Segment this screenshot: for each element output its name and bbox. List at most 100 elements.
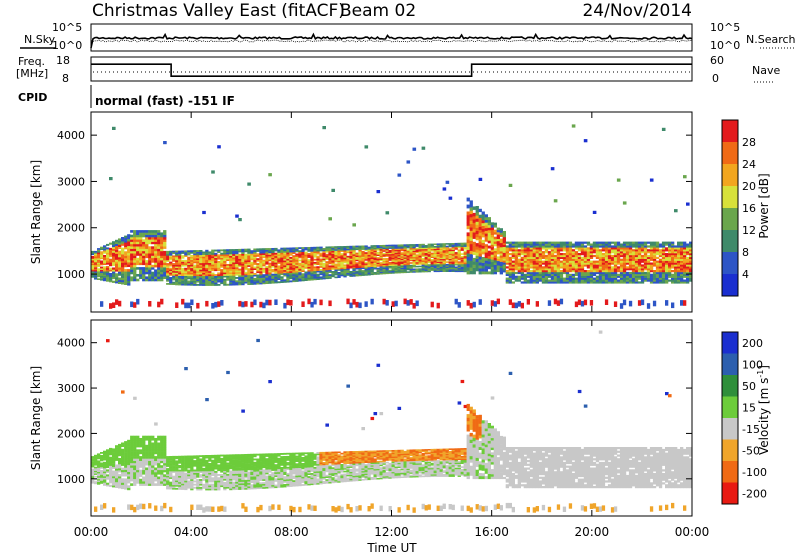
heatmap-cell — [244, 281, 248, 284]
heatmap-cell — [487, 240, 491, 244]
heatmap-cell — [217, 257, 221, 260]
heatmap-cell — [229, 264, 233, 266]
heatmap-cell — [121, 390, 125, 394]
heatmap-cell — [655, 266, 660, 269]
heatmap-cell — [241, 262, 245, 264]
heatmap-cell — [181, 298, 185, 305]
heatmap-cell — [382, 252, 386, 255]
heatmap-cell — [118, 449, 122, 453]
heatmap-cell — [127, 264, 131, 267]
heatmap-cell — [493, 229, 497, 233]
heatmap-cell — [187, 274, 191, 277]
heatmap-cell — [154, 469, 158, 473]
heatmap-cell — [97, 253, 101, 256]
heatmap-cell — [277, 259, 281, 261]
heatmap-cell — [683, 249, 687, 252]
heatmap-cell — [166, 263, 170, 265]
heatmap-cell — [166, 481, 170, 484]
heatmap-cell — [214, 267, 218, 270]
heatmap-cell — [130, 474, 134, 477]
heatmap-cell — [148, 462, 152, 466]
heatmap-cell — [364, 263, 368, 265]
heatmap-cell — [322, 268, 326, 271]
heatmap-cell — [262, 267, 266, 270]
heatmap-cell — [295, 270, 299, 273]
heatmap-cell — [91, 462, 95, 464]
heatmap-cell — [577, 260, 582, 263]
heatmap-cell — [331, 257, 335, 260]
heatmap-cell — [355, 274, 359, 277]
heatmap-cell — [352, 248, 356, 251]
heatmap-cell — [391, 245, 395, 248]
heatmap-cell — [370, 268, 374, 270]
heatmap-cell — [118, 460, 122, 463]
heatmap-cell — [337, 266, 341, 268]
heatmap-cell — [610, 254, 615, 258]
heatmap-cell — [172, 283, 176, 285]
heatmap-cell — [433, 267, 437, 270]
heatmap-cell — [671, 260, 675, 263]
heatmap-cell — [142, 467, 146, 471]
heatmap-cell — [184, 463, 188, 466]
heatmap-cell — [115, 261, 119, 264]
heatmap-cell — [109, 253, 113, 256]
heatmap-cell — [604, 243, 609, 246]
heatmap-cell — [535, 273, 539, 276]
heatmap-cell — [658, 262, 663, 265]
heatmap-cell — [121, 480, 125, 483]
heatmap-cell — [205, 256, 209, 259]
heatmap-cell — [424, 248, 428, 251]
heatmap-cell — [148, 460, 152, 464]
heatmap-cell — [604, 266, 609, 269]
heatmap-cell — [238, 273, 242, 276]
heatmap-cell — [154, 451, 158, 455]
heatmap-cell — [121, 262, 125, 266]
heatmap-cell — [631, 260, 636, 263]
heatmap-cell — [148, 234, 152, 238]
heatmap-cell — [427, 255, 431, 257]
heatmap-cell — [388, 264, 392, 266]
heatmap-cell — [313, 263, 317, 266]
heatmap-cell — [559, 241, 564, 244]
heatmap-cell — [487, 245, 491, 249]
heatmap-cell — [631, 241, 636, 244]
heatmap-cell — [232, 272, 236, 274]
heatmap-cell — [133, 465, 137, 468]
heatmap-cell — [100, 257, 104, 260]
heatmap-cell — [589, 243, 594, 246]
heatmap-cell — [577, 268, 582, 271]
heatmap-cell — [355, 262, 359, 264]
heatmap-cell — [475, 233, 479, 238]
heatmap-cell — [595, 249, 600, 252]
heatmap-cell — [253, 261, 257, 264]
heatmap-cell — [607, 256, 612, 259]
heatmap-cell — [487, 253, 491, 257]
heatmap-cell — [643, 256, 648, 259]
heatmap-cell — [355, 259, 359, 262]
heatmap-cell — [346, 247, 350, 249]
heatmap-cell — [622, 270, 627, 273]
heatmap-cell — [268, 267, 272, 270]
heatmap-cell — [217, 251, 221, 253]
heatmap-cell — [340, 263, 344, 265]
heatmap-cell — [187, 264, 191, 267]
heatmap-cell — [412, 249, 416, 251]
heatmap-cell — [331, 268, 335, 270]
heatmap-cell — [481, 257, 485, 261]
heatmap-cell — [190, 266, 194, 269]
heatmap-cell — [166, 266, 170, 268]
heatmap-cell — [109, 247, 113, 250]
heatmap-cell — [208, 274, 212, 277]
heatmap-cell — [283, 266, 287, 269]
heatmap-cell — [427, 259, 431, 261]
heatmap-cell — [265, 278, 269, 281]
heatmap-cell — [556, 268, 561, 271]
heatmap-cell — [680, 254, 684, 258]
heatmap-cell — [355, 270, 359, 273]
heatmap-cell — [511, 241, 515, 244]
heatmap-cell — [205, 284, 209, 286]
heatmap-cell — [190, 274, 194, 277]
heatmap-cell — [214, 257, 218, 260]
heatmap-cell — [532, 277, 536, 280]
heatmap-cell — [328, 247, 332, 250]
